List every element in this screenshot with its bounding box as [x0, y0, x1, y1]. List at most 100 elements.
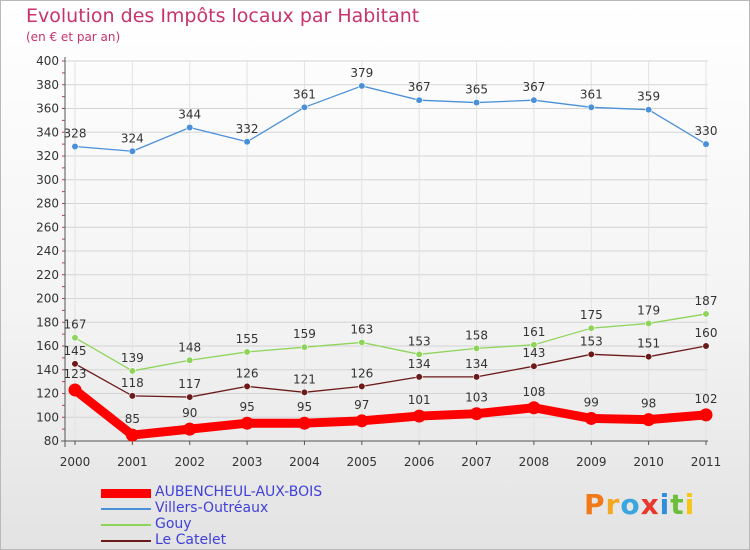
- data-point: [186, 123, 194, 132]
- data-point: [71, 142, 79, 151]
- data-label: 95: [297, 400, 312, 414]
- x-tick-label: 2006: [404, 455, 435, 469]
- data-point: [68, 383, 82, 397]
- data-point: [530, 341, 538, 349]
- logo-letter: x: [640, 488, 660, 521]
- series-line: [74, 313, 707, 372]
- chart-legend: AUBENCHEUL-AUX-BOIS Villers-Outréaux Gouy L…: [101, 484, 421, 549]
- data-label: 85: [125, 412, 140, 426]
- data-point: [472, 373, 481, 381]
- y-tick-label: 100: [36, 410, 59, 424]
- data-point: [355, 414, 369, 428]
- legend-item: Villers-Outréaux: [101, 500, 421, 517]
- data-label: 328: [64, 127, 87, 141]
- data-label: 139: [121, 351, 144, 365]
- data-point: [587, 350, 595, 358]
- x-tick-label: 2011: [691, 455, 722, 469]
- data-point: [186, 356, 194, 364]
- data-label: 367: [522, 80, 545, 94]
- x-tick-label: 2004: [289, 455, 320, 469]
- data-point: [702, 342, 710, 350]
- data-label: 98: [641, 397, 656, 411]
- data-label: 123: [64, 367, 87, 381]
- data-point: [472, 98, 481, 107]
- data-point: [415, 350, 423, 358]
- data-point: [71, 360, 79, 368]
- data-label: 379: [350, 66, 373, 80]
- data-point: [527, 401, 541, 415]
- data-point: [415, 96, 423, 104]
- data-label: 175: [580, 308, 603, 322]
- data-label: 118: [121, 376, 144, 390]
- data-label: 101: [408, 393, 431, 407]
- data-point: [358, 382, 366, 390]
- data-point: [645, 319, 653, 328]
- data-point: [415, 373, 423, 381]
- data-point: [128, 392, 136, 400]
- data-label: 143: [522, 346, 545, 360]
- data-label: 95: [239, 400, 254, 414]
- y-tick-label: 340: [36, 125, 59, 139]
- data-point: [584, 411, 598, 425]
- x-tick-label: 2009: [576, 455, 607, 469]
- data-label: 153: [408, 334, 431, 348]
- logo-letter: P: [584, 488, 606, 521]
- logo-letter: t: [670, 488, 685, 521]
- y-tick-label: 300: [36, 173, 59, 187]
- legend-swatch: [101, 524, 151, 526]
- data-label: 367: [408, 80, 431, 94]
- data-label: 134: [408, 357, 431, 371]
- chart-title: Evolution des Impôts locaux par Habitant: [26, 5, 420, 27]
- data-point: [645, 106, 653, 114]
- data-label: 90: [182, 406, 197, 420]
- data-label: 167: [64, 318, 87, 332]
- data-point: [699, 408, 713, 422]
- data-point: [358, 338, 366, 347]
- x-tick-label: 2000: [60, 455, 91, 469]
- data-label: 103: [465, 391, 488, 405]
- data-point: [243, 382, 251, 390]
- y-tick-label: 180: [36, 315, 59, 329]
- data-point: [128, 367, 136, 375]
- data-point: [530, 362, 538, 370]
- data-label: 134: [465, 357, 488, 371]
- y-tick-label: 160: [36, 339, 59, 353]
- data-label: 324: [121, 131, 144, 145]
- x-tick-label: 2002: [174, 455, 205, 469]
- data-label: 153: [580, 334, 603, 348]
- series-line: [70, 385, 711, 440]
- data-label: 102: [695, 392, 718, 406]
- data-point: [183, 422, 197, 436]
- data-label: 151: [637, 337, 660, 351]
- logo-letter: i: [659, 488, 671, 521]
- data-point: [240, 416, 254, 430]
- legend-label: AUBENCHEUL-AUX-BOIS: [155, 484, 323, 500]
- data-point: [243, 348, 251, 356]
- data-point: [642, 413, 656, 427]
- legend-swatch: [101, 540, 151, 542]
- y-tick-label: 260: [36, 220, 59, 234]
- legend-swatch: [101, 488, 151, 498]
- logo-letter: o: [620, 488, 641, 521]
- data-label: 359: [637, 90, 660, 104]
- data-label: 330: [695, 124, 718, 138]
- data-point: [297, 416, 311, 430]
- logo-letter: r: [605, 488, 621, 521]
- data-point: [702, 310, 710, 318]
- proxiti-logo: Proxiti: [584, 488, 695, 521]
- data-point: [702, 140, 710, 148]
- data-label: 97: [354, 398, 369, 412]
- data-label: 148: [178, 340, 201, 354]
- data-point: [412, 409, 426, 423]
- y-tick-label: 280: [36, 197, 59, 211]
- x-tick-label: 2007: [461, 455, 492, 469]
- data-point: [472, 344, 481, 352]
- x-tick-label: 2008: [519, 455, 550, 469]
- y-tick-label: 80: [44, 434, 59, 448]
- data-label: 155: [236, 332, 259, 346]
- data-label: 332: [236, 122, 259, 136]
- data-point: [358, 82, 366, 90]
- x-tick-label: 2001: [117, 455, 148, 469]
- series-line: [74, 85, 707, 152]
